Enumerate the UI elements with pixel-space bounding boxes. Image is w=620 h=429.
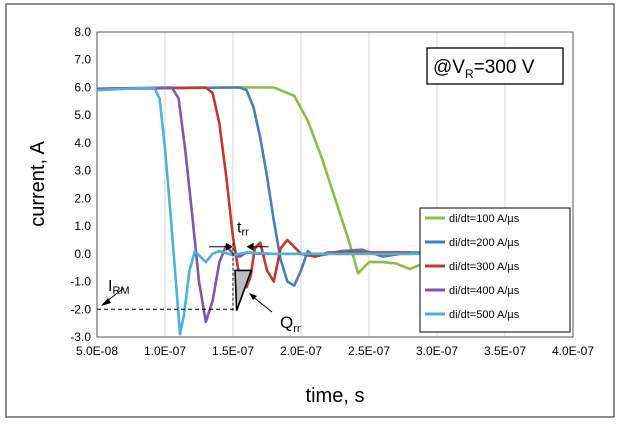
legend-label: di/dt=100 A/µs [449, 213, 520, 225]
trr-label-sub: rr [241, 227, 249, 239]
y-tick-label: 6.0 [74, 80, 91, 94]
axis-ticks: 5.0E-08 1.0E-07 1.5E-07 2.0E-07 2.5E-07 3.0E-… [70, 25, 594, 358]
series-group [96, 86, 438, 336]
qrr-label-main: Q [280, 313, 293, 332]
plot-area [96, 31, 574, 338]
legend-box [419, 207, 571, 333]
legend-label: di/dt=500 A/µs [449, 309, 520, 321]
series-line [96, 86, 437, 288]
x-tick-label: 3.5E-07 [484, 344, 526, 358]
irm-label: IRM [108, 278, 130, 297]
legend-label: di/dt=400 A/µs [449, 285, 520, 297]
y-axis-title: current, A [27, 141, 49, 227]
condition-post: =300 V [474, 57, 535, 78]
trr-right-arrowhead [246, 242, 254, 251]
condition-pre: @V [433, 57, 465, 78]
x-tick-label: 3.0E-07 [416, 344, 458, 358]
trr-label: trr [237, 220, 249, 239]
series-line [96, 86, 410, 289]
condition-box-frame [426, 47, 564, 85]
condition-sub: R [465, 67, 474, 81]
y-tick-label: 4.0 [74, 136, 91, 150]
y-tick-label: 5.0 [74, 108, 91, 122]
series-line [96, 86, 424, 336]
legend-label: di/dt=300 A/µs [449, 261, 520, 273]
legend: di/dt=100 A/µs di/dt=200 A/µs di/dt=300 A/… [419, 207, 571, 333]
y-tick-label: 8.0 [74, 25, 91, 39]
y-tick-label: 0.0 [74, 247, 91, 261]
x-tick-label: 4.0E-07 [552, 344, 594, 358]
trr-label-main: t [237, 220, 242, 237]
qrr-arrowhead [249, 293, 257, 300]
irm-label-sub: RM [112, 285, 129, 297]
y-tick-label: 3.0 [74, 164, 91, 178]
condition-box: @VR=300 V [426, 47, 564, 85]
qrr-label: Qrr [280, 313, 301, 335]
x-tick-label: 1.5E-07 [212, 344, 254, 358]
y-tick-label: 1.0 [74, 219, 91, 233]
y-tick-label: -3.0 [70, 330, 91, 344]
irm-arrowhead [101, 298, 111, 306]
irm-label-main: I [108, 278, 112, 295]
y-tick-label: 2.0 [74, 191, 91, 205]
qrr-label-sub: rr [293, 323, 301, 335]
condition-label: @VR=300 V [433, 57, 535, 81]
x-tick-label: 2.5E-07 [348, 344, 390, 358]
x-tick-label: 5.0E-08 [76, 344, 118, 358]
x-axis-title: time, s [306, 385, 365, 407]
y-tick-label: -1.0 [70, 275, 91, 289]
y-tick-label: -2.0 [70, 302, 91, 316]
x-tick-label: 2.0E-07 [280, 344, 322, 358]
y-tick-label: 7.0 [74, 53, 91, 67]
x-tick-label: 1.0E-07 [144, 344, 186, 358]
trr-left-arrowhead [226, 242, 233, 251]
series-line [96, 86, 438, 275]
qrr-pointer-line [251, 295, 273, 313]
legend-label: di/dt=200 A/µs [449, 237, 520, 249]
qrr-region [234, 269, 253, 311]
